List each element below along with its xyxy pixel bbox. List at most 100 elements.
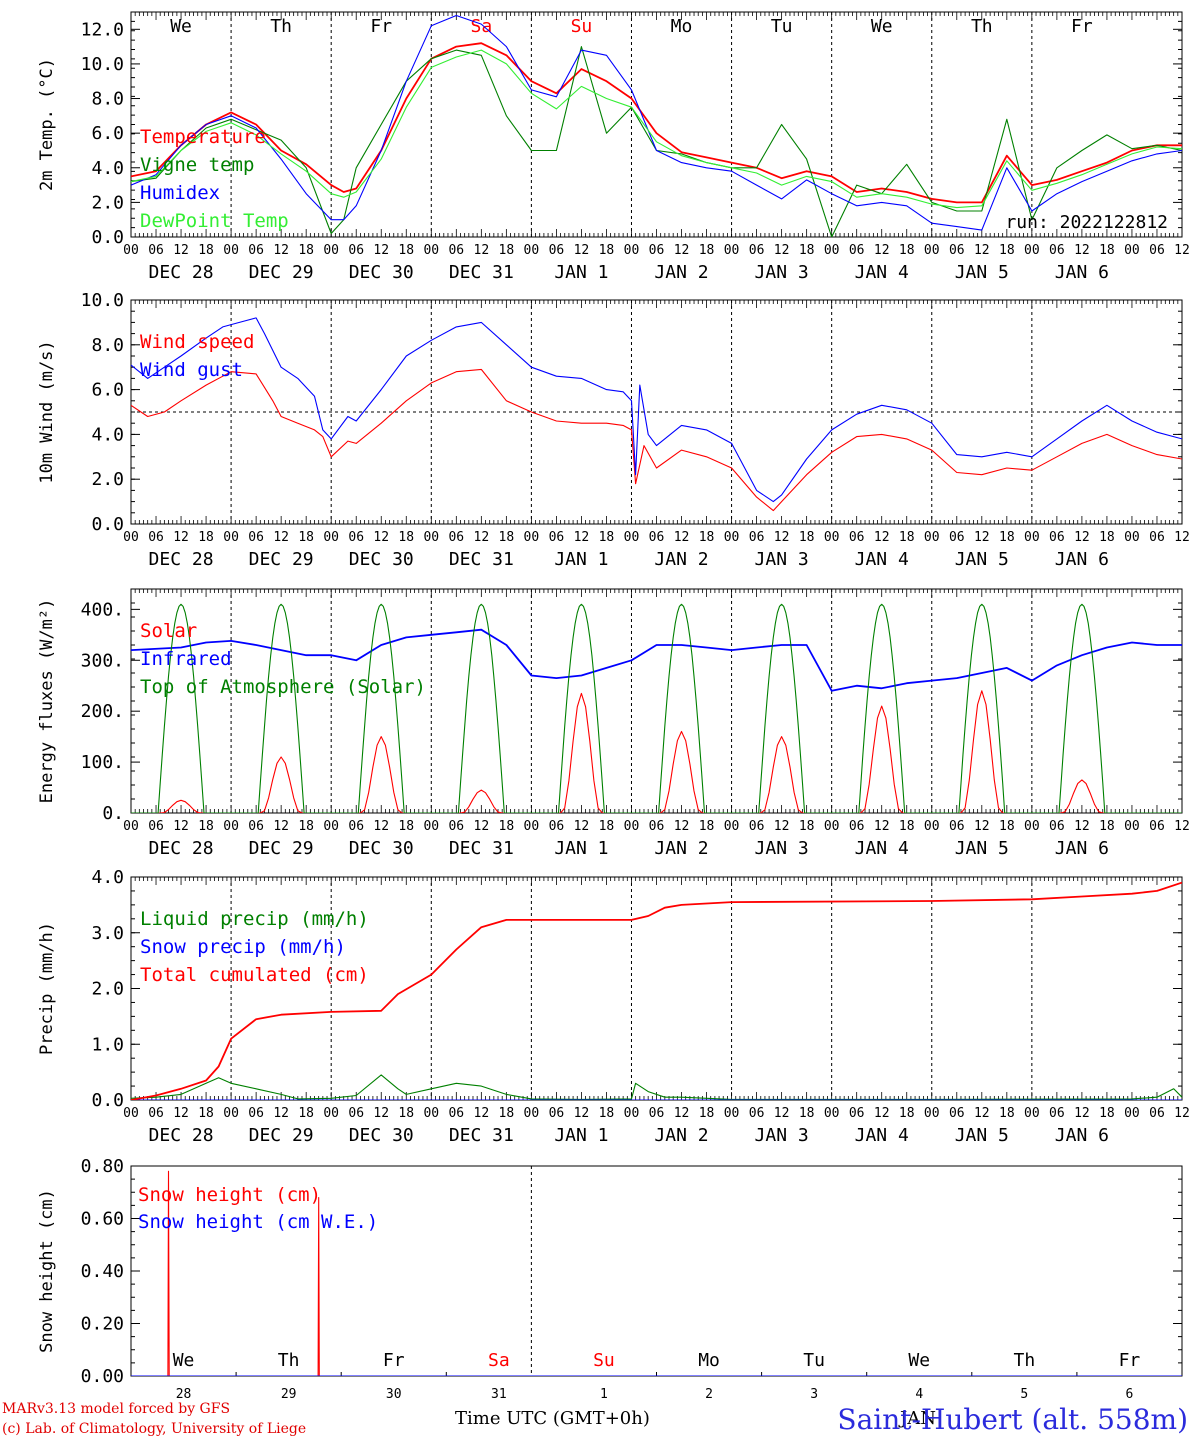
hour-tick-label: 06 xyxy=(849,530,865,545)
day-number-label: 2 xyxy=(705,1387,713,1402)
hour-tick-label: 12 xyxy=(273,243,289,258)
y-tick-label: 6.0 xyxy=(91,123,124,144)
series-line-dewpoint-temp xyxy=(131,49,1182,209)
hour-tick-label: 12 xyxy=(1174,1106,1190,1121)
date-label: JAN 1 xyxy=(554,549,608,570)
y-tick-label: 300. xyxy=(81,650,124,671)
hour-tick-label: 06 xyxy=(148,243,164,258)
hour-tick-label: 00 xyxy=(724,1106,740,1121)
hour-tick-label: 18 xyxy=(198,530,214,545)
hour-tick-label: 18 xyxy=(699,530,715,545)
hour-tick-label: 18 xyxy=(999,243,1015,258)
station-label: Saint-Hubert (alt. 558m) xyxy=(837,1403,1188,1436)
legend-entry: Snow height (cm) xyxy=(138,1184,321,1206)
hour-tick-label: 06 xyxy=(849,243,865,258)
hour-tick-label: 12 xyxy=(373,1106,389,1121)
hour-tick-label: 12 xyxy=(173,819,189,834)
hour-tick-label: 06 xyxy=(348,1106,364,1121)
day-name-label: Fr xyxy=(1119,1350,1141,1371)
hour-tick-label: 12 xyxy=(574,1106,590,1121)
hour-tick-label: 12 xyxy=(173,243,189,258)
hour-tick-label: 00 xyxy=(624,530,640,545)
hour-tick-label: 00 xyxy=(524,530,540,545)
date-label: JAN 5 xyxy=(955,1125,1009,1146)
date-label: JAN 2 xyxy=(654,838,708,859)
date-label: DEC 30 xyxy=(349,549,414,570)
hour-tick-label: 18 xyxy=(599,1106,615,1121)
hour-tick-label: 06 xyxy=(749,819,765,834)
legend-entry: Wind gust xyxy=(140,359,243,381)
y-tick-label: 200. xyxy=(81,701,124,722)
hour-tick-label: 00 xyxy=(123,1106,139,1121)
day-number-label: 4 xyxy=(915,1387,923,1402)
hour-tick-label: 18 xyxy=(398,530,414,545)
hour-tick-label: 00 xyxy=(824,1106,840,1121)
hour-tick-label: 18 xyxy=(1099,530,1115,545)
wind-panel: 00 06 12 18 00 06 12 18 00 06 12 18 00 06 12 18 00 06 12 18… xyxy=(37,290,1190,570)
hour-tick-label: 18 xyxy=(398,1106,414,1121)
day-name-label: Sa xyxy=(488,1350,510,1371)
y-tick-label: 0.60 xyxy=(81,1209,124,1230)
hour-tick-label: 00 xyxy=(1024,1106,1040,1121)
date-label: JAN 1 xyxy=(554,838,608,859)
hour-tick-label: 18 xyxy=(799,819,815,834)
hour-tick-label: 00 xyxy=(624,243,640,258)
hour-tick-label: 12 xyxy=(874,819,890,834)
date-label: DEC 28 xyxy=(149,549,214,570)
hour-tick-label: 18 xyxy=(1099,819,1115,834)
hour-tick-label: 00 xyxy=(223,243,239,258)
hour-tick-label: 06 xyxy=(849,1106,865,1121)
hour-tick-label: 00 xyxy=(524,243,540,258)
hour-tick-label: 00 xyxy=(323,243,339,258)
precip-panel: 00 06 12 18 00 06 12 18 00 06 12 18 00 06 12 18 00 06 12 18… xyxy=(37,867,1190,1146)
date-label: DEC 29 xyxy=(249,549,314,570)
day-name-label: Mo xyxy=(671,16,693,37)
hour-tick-label: 06 xyxy=(1149,1106,1165,1121)
hour-tick-label: 18 xyxy=(699,819,715,834)
hour-tick-label: 12 xyxy=(874,243,890,258)
y-tick-label: 8.0 xyxy=(91,335,124,356)
hour-tick-label: 12 xyxy=(173,1106,189,1121)
hour-tick-label: 06 xyxy=(549,1106,565,1121)
hour-tick-label: 00 xyxy=(423,1106,439,1121)
hour-tick-label: 06 xyxy=(749,530,765,545)
y-axis-label: Precip (mm/h) xyxy=(37,922,57,1055)
date-label: JAN 3 xyxy=(755,549,809,570)
y-tick-label: 8.0 xyxy=(91,89,124,110)
day-number-label: 30 xyxy=(386,1387,402,1402)
hour-tick-label: 00 xyxy=(423,819,439,834)
hour-tick-label: 00 xyxy=(924,530,940,545)
y-tick-label: 6.0 xyxy=(91,380,124,401)
legend-entry: Snow height (cm W.E.) xyxy=(138,1211,378,1233)
legend-entry: Infrared xyxy=(140,648,232,670)
series-line-humidex xyxy=(131,14,1182,231)
hour-tick-label: 06 xyxy=(849,819,865,834)
date-label: JAN 4 xyxy=(855,549,909,570)
hour-tick-label: 00 xyxy=(223,530,239,545)
hour-tick-label: 00 xyxy=(1124,819,1140,834)
hour-tick-label: 06 xyxy=(649,530,665,545)
hour-tick-label: 00 xyxy=(123,530,139,545)
hour-tick-label: 00 xyxy=(724,243,740,258)
hour-tick-label: 18 xyxy=(398,243,414,258)
hour-tick-label: 00 xyxy=(524,819,540,834)
hour-tick-label: 00 xyxy=(624,1106,640,1121)
date-label: DEC 31 xyxy=(449,549,514,570)
date-label: JAN 6 xyxy=(1055,838,1109,859)
date-label: DEC 31 xyxy=(449,838,514,859)
hour-tick-label: 12 xyxy=(674,243,690,258)
model-credit: MARv3.13 model forced by GFS xyxy=(2,1401,230,1417)
hour-tick-label: 12 xyxy=(674,1106,690,1121)
hour-tick-label: 06 xyxy=(949,243,965,258)
hour-tick-label: 00 xyxy=(524,1106,540,1121)
hour-tick-label: 18 xyxy=(398,819,414,834)
hour-tick-label: 18 xyxy=(999,530,1015,545)
y-tick-label: 2.0 xyxy=(91,469,124,490)
hour-tick-label: 18 xyxy=(499,530,515,545)
day-name-label: Fr xyxy=(1071,16,1093,37)
y-tick-label: 3.0 xyxy=(91,923,124,944)
series-line-infrared xyxy=(131,628,1182,692)
energy-panel: 00 06 12 18 00 06 12 18 00 06 12 18 00 06 12 18 00 06 12 18… xyxy=(37,588,1190,859)
y-tick-label: 4.0 xyxy=(91,158,124,179)
hour-tick-label: 18 xyxy=(599,243,615,258)
